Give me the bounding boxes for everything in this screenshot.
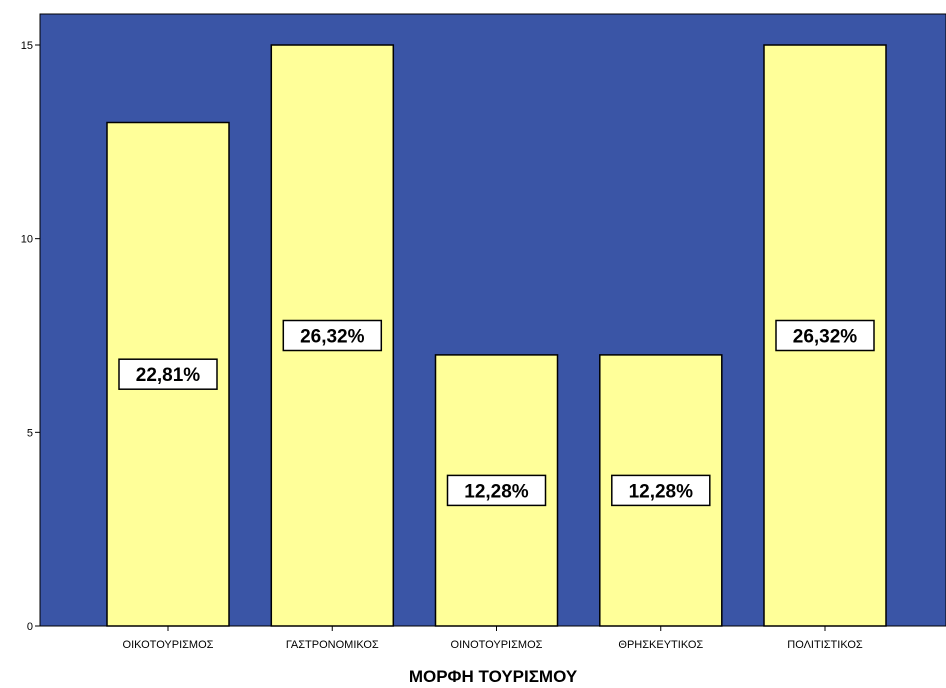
data-label-box-2 (282, 319, 383, 352)
data-label-2: 26,32% (300, 327, 365, 348)
data-label-box-1 (118, 358, 218, 390)
data-label-box-3 (446, 474, 547, 507)
data-label-1: 22,81% (136, 365, 201, 386)
data-label-box-5 (775, 319, 875, 352)
data-label-3: 12,28% (464, 481, 529, 502)
x-tick-label-3: ΟΙΝΟΤΟΥΡΙΣΜΟΣ (451, 639, 543, 651)
data-label-box-4 (611, 474, 711, 507)
x-tick-label-4: ΘΡΗΣΚΕΥΤΙΚΟΣ (618, 639, 703, 651)
y-tick-label-1: 0 (27, 621, 33, 633)
data-label-4: 12,28% (629, 481, 694, 502)
x-tick-label-2: ΓΑΣΤΡΟΝΟΜΙΚΟΣ (286, 639, 379, 651)
y-tick-label-3: 10 (21, 234, 33, 246)
data-label-5: 26,32% (793, 327, 858, 348)
y-tick-label-2: 5 (27, 427, 33, 439)
x-axis-title: ΜΟΡΦΗ ΤΟΥΡΙΣΜΟΥ (409, 667, 578, 686)
x-tick-label-5: ΠΟΛΙΤΙΣΤΙΚΟΣ (787, 639, 863, 651)
y-tick-label-4: 15 (21, 40, 33, 52)
x-tick-label-1: ΟΙΚΟΤΟΥΡΙΣΜΟΣ (123, 639, 214, 651)
